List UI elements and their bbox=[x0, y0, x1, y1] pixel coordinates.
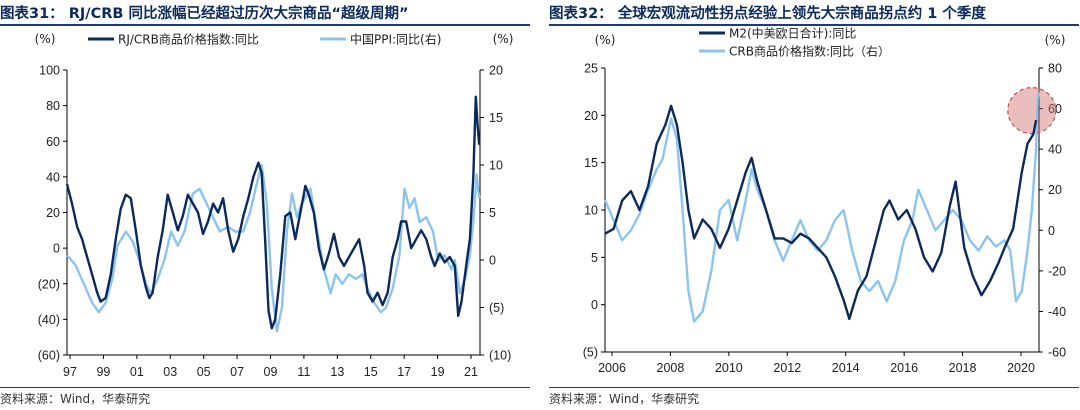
x-tick-label: 01 bbox=[130, 365, 144, 379]
left-tick-label: (5) bbox=[583, 346, 598, 360]
right-tick-label: 20 bbox=[1048, 183, 1062, 197]
right-tick-label: 20 bbox=[489, 64, 503, 78]
title-rule bbox=[0, 24, 530, 26]
bottom-rule bbox=[549, 387, 1079, 388]
x-tick-label: 2014 bbox=[832, 361, 860, 375]
chart-title: 图表31： RJ/CRB 同比涨幅已经超过历次大宗商品“超级周期” bbox=[0, 6, 409, 22]
x-tick-label: 21 bbox=[464, 365, 478, 379]
left-tick-label: 80 bbox=[46, 99, 60, 113]
left-tick-label: 15 bbox=[584, 156, 598, 170]
left-axis-unit: (%) bbox=[595, 33, 616, 47]
left-tick-label: 100 bbox=[39, 64, 60, 78]
x-tick-label: 03 bbox=[163, 365, 177, 379]
left-tick-label: (60) bbox=[38, 349, 60, 363]
series-line-light bbox=[603, 92, 1041, 323]
x-tick-label: 2006 bbox=[598, 361, 626, 375]
right-tick-label: 5 bbox=[489, 206, 496, 220]
x-tick-label: 19 bbox=[431, 365, 445, 379]
left-tick-label: 20 bbox=[584, 109, 598, 123]
right-tick-label: 0 bbox=[1048, 224, 1055, 238]
right-tick-label: 80 bbox=[1048, 62, 1062, 76]
right-tick-label: (5) bbox=[489, 301, 504, 315]
x-tick-label: 09 bbox=[264, 365, 278, 379]
right-tick-label: 60 bbox=[1048, 102, 1062, 116]
x-tick-label: 07 bbox=[230, 365, 244, 379]
x-tick-label: 97 bbox=[63, 365, 77, 379]
x-tick-label: 11 bbox=[297, 365, 310, 379]
series-line-dark bbox=[604, 104, 1038, 321]
x-tick-label: 2018 bbox=[949, 361, 977, 375]
right-axis-unit: (%) bbox=[493, 32, 514, 46]
legend-label: RJ/CRB商品价格指数:同比 bbox=[118, 32, 259, 47]
left-tick-label: 10 bbox=[584, 204, 598, 218]
right-tick-label: 0 bbox=[489, 254, 496, 268]
source-note: 资料来源：Wind，华泰研究 bbox=[549, 392, 700, 406]
legend-label: 中国PPI:同比(右) bbox=[350, 32, 441, 47]
chart-title: 图表32： 全球宏观流动性拐点经验上领先大宗商品拐点约 1 个季度 bbox=[549, 6, 986, 22]
x-tick-label: 99 bbox=[96, 365, 110, 379]
right-tick-label: (10) bbox=[489, 349, 511, 363]
chart-panel-rjcrb: 图表31： RJ/CRB 同比涨幅已经超过历次大宗商品“超级周期” (%) (%)… bbox=[0, 0, 530, 410]
right-tick-label: 40 bbox=[1048, 143, 1062, 157]
left-tick-label: (40) bbox=[38, 313, 60, 327]
left-tick-label: 40 bbox=[46, 170, 60, 184]
right-tick-label: 10 bbox=[489, 159, 503, 173]
legend-label: M2(中美欧日合计):同比 bbox=[729, 26, 856, 41]
right-tick-label: -40 bbox=[1048, 305, 1066, 319]
left-tick-label: 25 bbox=[584, 62, 598, 76]
x-tick-label: 2020 bbox=[1007, 361, 1035, 375]
chart-svg: (%) (%) 25 20 15 10 5 0 (5) 80 60 40 20 0 -20 -40 -60 200… bbox=[583, 26, 1066, 376]
right-tick-label: -60 bbox=[1048, 346, 1066, 360]
x-tick-label: 2012 bbox=[773, 361, 801, 375]
left-tick-label: 60 bbox=[46, 135, 60, 149]
series-line-light bbox=[66, 163, 481, 333]
left-tick-label: 0 bbox=[53, 242, 60, 256]
x-tick-label: 2008 bbox=[657, 361, 685, 375]
highlight-circle bbox=[1007, 86, 1057, 135]
left-tick-label: 0 bbox=[591, 298, 598, 312]
x-tick-label: 2010 bbox=[715, 361, 743, 375]
left-tick-label: 5 bbox=[591, 251, 598, 265]
x-tick-label: 2016 bbox=[890, 361, 918, 375]
right-tick-label: 15 bbox=[489, 111, 503, 125]
legend-label: CRB商品价格指数:同比（右） bbox=[729, 44, 890, 59]
series-line-dark bbox=[65, 95, 481, 330]
right-tick-label: -20 bbox=[1048, 264, 1066, 278]
source-note: 资料来源：Wind，华泰研究 bbox=[0, 392, 151, 406]
x-tick-label: 05 bbox=[197, 365, 211, 379]
x-tick-label: 17 bbox=[397, 365, 411, 379]
x-tick-label: 15 bbox=[364, 365, 378, 379]
left-axis-unit: (%) bbox=[35, 32, 56, 46]
x-tick-label: 13 bbox=[330, 365, 344, 379]
chart-svg: (%) (%) 100 80 60 40 20 0 (20) (40) (60) 20 15 10 5 0 (5… bbox=[35, 32, 514, 380]
left-tick-label: (20) bbox=[38, 277, 60, 291]
chart-panel-m2-crb: 图表32： 全球宏观流动性拐点经验上领先大宗商品拐点约 1 个季度 (%) (%)… bbox=[549, 0, 1079, 410]
right-axis-unit: (%) bbox=[1045, 33, 1066, 47]
left-tick-label: 20 bbox=[46, 206, 60, 220]
title-rule bbox=[549, 24, 1079, 26]
bottom-rule bbox=[0, 387, 530, 388]
